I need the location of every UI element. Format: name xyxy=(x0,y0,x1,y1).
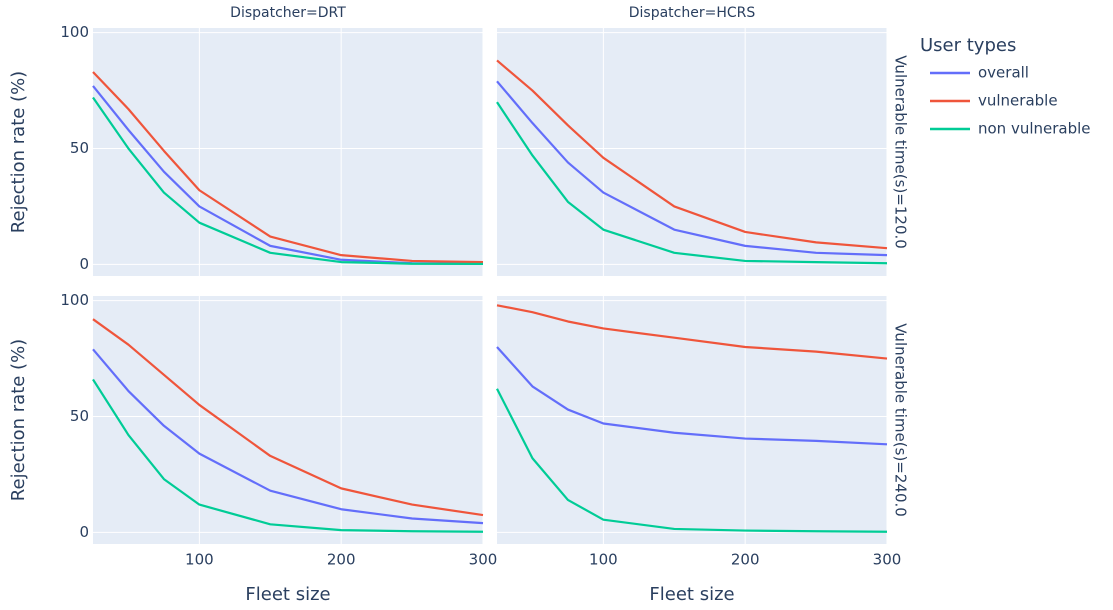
series-line xyxy=(496,346,888,446)
y-tick-label: 100 xyxy=(60,291,89,309)
x-tick-label: 100 xyxy=(185,551,214,569)
row-title: Vulnerable time(s)=120.0 xyxy=(892,55,910,249)
series-line xyxy=(496,388,888,533)
y-axis-label: Rejection rate (%) xyxy=(8,71,29,233)
series-line xyxy=(92,318,484,517)
x-tick-label: 200 xyxy=(731,551,760,569)
x-tick-label: 200 xyxy=(327,551,356,569)
plot-background xyxy=(497,28,887,276)
y-tick-label: 50 xyxy=(70,407,89,425)
series-line xyxy=(92,378,484,533)
series-line xyxy=(92,96,484,266)
legend-label: vulnerable xyxy=(978,92,1058,110)
column-title: Dispatcher=DRT xyxy=(230,5,346,21)
y-tick-label: 100 xyxy=(60,23,89,41)
series-line xyxy=(92,71,484,264)
legend-label: overall xyxy=(978,64,1029,82)
legend-title: User types xyxy=(920,35,1016,56)
series-line xyxy=(92,348,484,525)
y-tick-label: 0 xyxy=(79,255,89,273)
y-tick-label: 50 xyxy=(70,139,89,157)
row-title: Vulnerable time(s)=240.0 xyxy=(892,323,910,517)
x-axis-label: Fleet size xyxy=(245,584,330,605)
plot-background xyxy=(93,28,483,276)
series-line xyxy=(496,304,888,360)
plot-background xyxy=(497,296,887,544)
x-axis-label: Fleet size xyxy=(649,584,734,605)
x-tick-label: 300 xyxy=(873,551,902,569)
y-axis-label: Rejection rate (%) xyxy=(8,339,29,501)
series-line xyxy=(496,101,888,265)
x-tick-label: 300 xyxy=(469,551,498,569)
x-tick-label: 100 xyxy=(589,551,618,569)
legend-label: non vulnerable xyxy=(978,120,1091,138)
column-title: Dispatcher=HCRS xyxy=(629,5,756,21)
series-line xyxy=(496,59,888,250)
series-line xyxy=(496,80,888,257)
y-tick-label: 0 xyxy=(79,523,89,541)
